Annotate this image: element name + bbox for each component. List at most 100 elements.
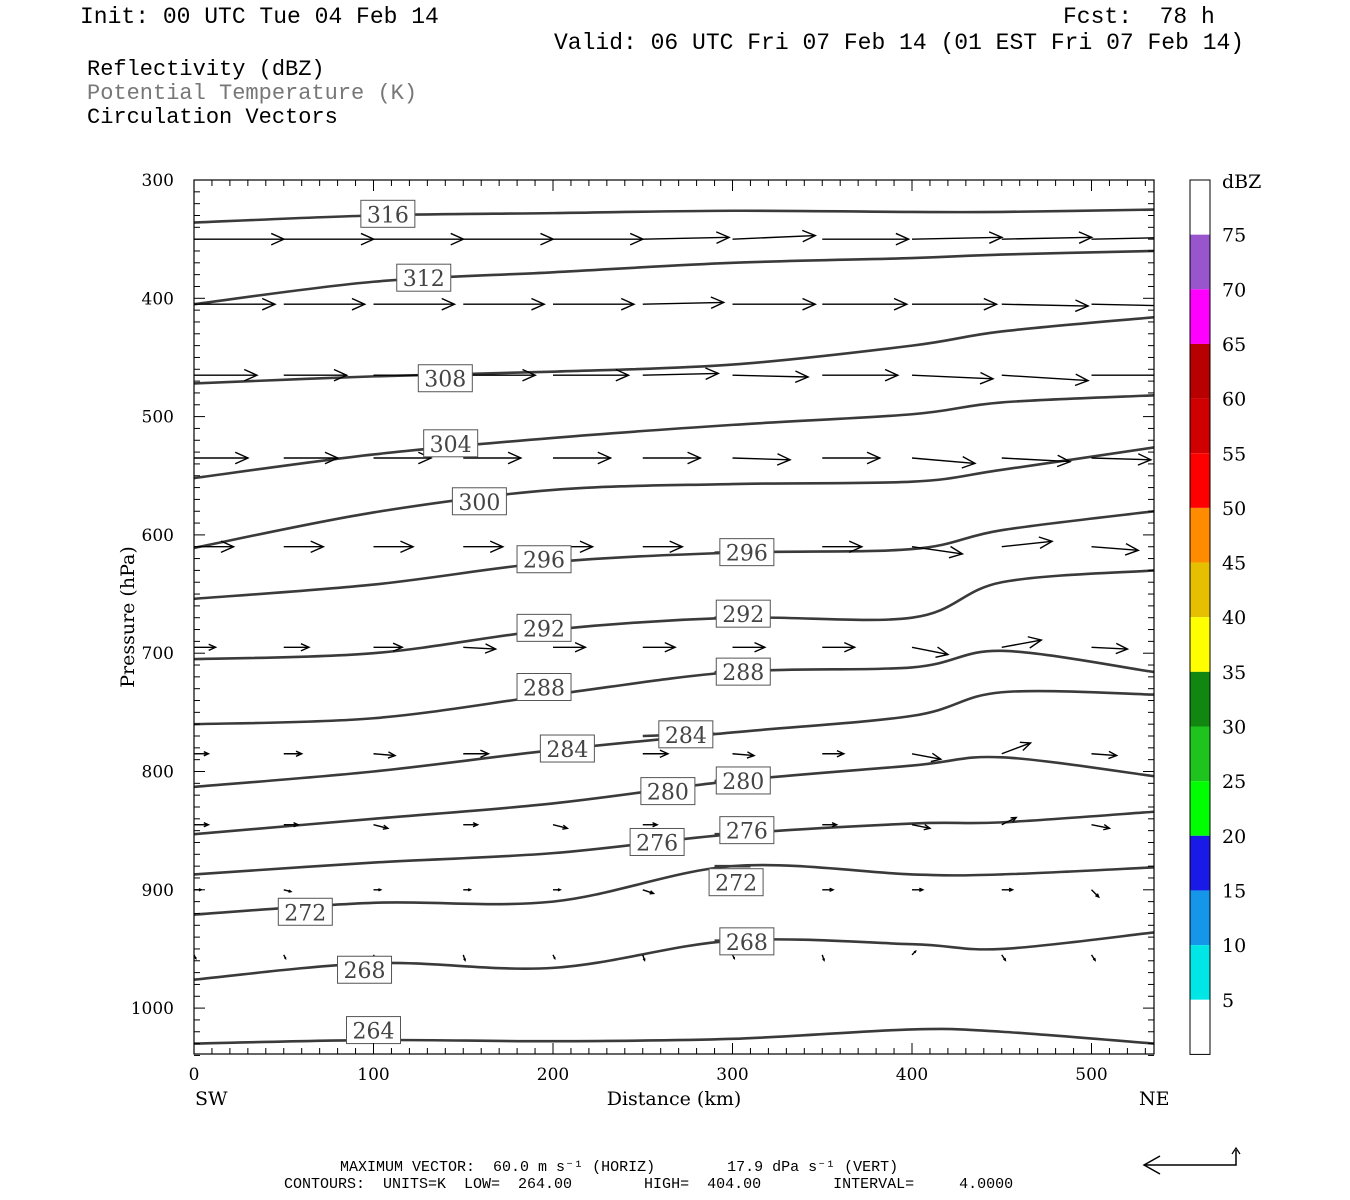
x-tick-label: 200 bbox=[537, 1065, 569, 1085]
contour-316 bbox=[194, 208, 1154, 224]
circulation-vector bbox=[1091, 453, 1153, 466]
colorbar-label: 15 bbox=[1222, 880, 1246, 902]
vector-head bbox=[489, 540, 505, 554]
vector-shaft bbox=[642, 889, 654, 895]
contour-label-272: 272 bbox=[284, 901, 326, 926]
colorbar-label: 60 bbox=[1222, 389, 1246, 411]
y-tick-label: 300 bbox=[142, 171, 174, 191]
circulation-vector bbox=[194, 232, 286, 246]
vector-head bbox=[754, 642, 767, 653]
vector-shaft bbox=[732, 374, 809, 378]
vector-head bbox=[848, 540, 864, 554]
vector-head bbox=[351, 297, 367, 311]
circulation-vector bbox=[463, 540, 505, 554]
vector-head bbox=[705, 367, 721, 381]
circulation-vector bbox=[373, 888, 383, 892]
vector-shaft bbox=[732, 457, 791, 461]
y-tick-label: 400 bbox=[142, 289, 174, 309]
vector-head bbox=[387, 751, 397, 759]
circulation-vector bbox=[642, 954, 646, 962]
y-tick-label: 700 bbox=[142, 644, 174, 664]
circulation-vector bbox=[732, 642, 767, 653]
vector-head bbox=[687, 451, 703, 465]
vector-head bbox=[923, 824, 932, 831]
circulation-vector bbox=[553, 297, 636, 311]
colorbar-swatch bbox=[1190, 289, 1210, 344]
x-end-label-sw: SW bbox=[195, 1088, 228, 1110]
colorbar-swatch bbox=[1190, 835, 1210, 891]
colorbar-label: 50 bbox=[1222, 498, 1246, 520]
contour-276 bbox=[194, 810, 1154, 876]
colorbar-swatch bbox=[1190, 726, 1210, 782]
x-axis-label: Distance (km) bbox=[607, 1088, 742, 1110]
circulation-vector bbox=[373, 642, 405, 653]
vector-head bbox=[935, 646, 950, 659]
vector-shaft bbox=[1091, 237, 1154, 240]
vector-head bbox=[333, 368, 349, 382]
contour-304 bbox=[194, 394, 1154, 480]
vector-head bbox=[620, 297, 636, 311]
x-end-label-ne: NE bbox=[1139, 1088, 1170, 1110]
vector-head bbox=[293, 822, 300, 828]
circulation-vector bbox=[642, 749, 670, 758]
vector-head bbox=[194, 957, 197, 961]
vector-shaft bbox=[552, 824, 568, 830]
circulation-vector bbox=[463, 368, 537, 382]
colorbar-label: 75 bbox=[1222, 225, 1246, 247]
contour-label-300: 300 bbox=[458, 491, 500, 516]
vector-head bbox=[378, 888, 383, 892]
circulation-vector bbox=[1091, 303, 1154, 307]
circulation-vector bbox=[1090, 954, 1097, 962]
circulation-vector bbox=[732, 229, 818, 243]
colorbar-swatch bbox=[1190, 453, 1210, 508]
circulation-vector bbox=[822, 540, 864, 554]
vector-shaft bbox=[1001, 303, 1089, 307]
circulation-vector bbox=[553, 888, 562, 892]
contour-296 bbox=[194, 509, 1154, 601]
vector-head bbox=[1137, 453, 1153, 466]
vector-head bbox=[400, 540, 415, 554]
vector-head bbox=[284, 957, 287, 961]
vector-head bbox=[710, 296, 726, 310]
circulation-vector bbox=[283, 954, 287, 961]
contour-label-box-316 bbox=[360, 199, 416, 228]
circulation-vector bbox=[642, 367, 721, 381]
circulation-vector bbox=[1001, 741, 1033, 755]
vector-head bbox=[1019, 741, 1033, 752]
circulation-vector bbox=[463, 451, 523, 465]
circulation-vector bbox=[373, 297, 457, 311]
contour-label-316: 316 bbox=[367, 203, 409, 228]
vector-shaft bbox=[1001, 457, 1071, 463]
contour-label-box-276 bbox=[629, 827, 685, 856]
circulation-vector bbox=[373, 451, 433, 465]
circulation-vector bbox=[283, 643, 311, 652]
vector-shaft bbox=[911, 457, 976, 465]
circulation-vector bbox=[821, 954, 825, 962]
contour-label-292: 292 bbox=[523, 617, 565, 642]
valid-time: Valid: 06 UTC Fri 07 Feb 14 (01 EST Fri … bbox=[554, 30, 1245, 56]
colorbar-frame bbox=[1189, 179, 1211, 1055]
contour-label-312: 312 bbox=[403, 267, 445, 292]
colorbar-label: 70 bbox=[1222, 279, 1246, 301]
vector-head bbox=[948, 545, 965, 559]
colorbar-swatch bbox=[1190, 671, 1210, 727]
vector-head bbox=[1092, 957, 1097, 962]
circulation-vector bbox=[731, 954, 736, 961]
circulation-vector bbox=[732, 751, 756, 759]
vector-head bbox=[746, 751, 756, 759]
vector-head bbox=[649, 890, 656, 895]
vector-shaft bbox=[732, 753, 755, 757]
contour-284 bbox=[194, 689, 1154, 789]
contour-label-296: 296 bbox=[523, 549, 565, 574]
contour-label-308: 308 bbox=[424, 368, 466, 393]
circulation-vector bbox=[194, 540, 236, 554]
contour-label-box-284 bbox=[539, 734, 595, 763]
circulation-vector bbox=[463, 749, 491, 758]
vector-head bbox=[531, 297, 546, 311]
contour-label-box-272 bbox=[708, 868, 764, 897]
vector-shaft bbox=[911, 753, 941, 760]
vector-shaft bbox=[1001, 374, 1089, 382]
contour-label-box-268 bbox=[337, 955, 393, 984]
reference-vector bbox=[1142, 1146, 1241, 1175]
